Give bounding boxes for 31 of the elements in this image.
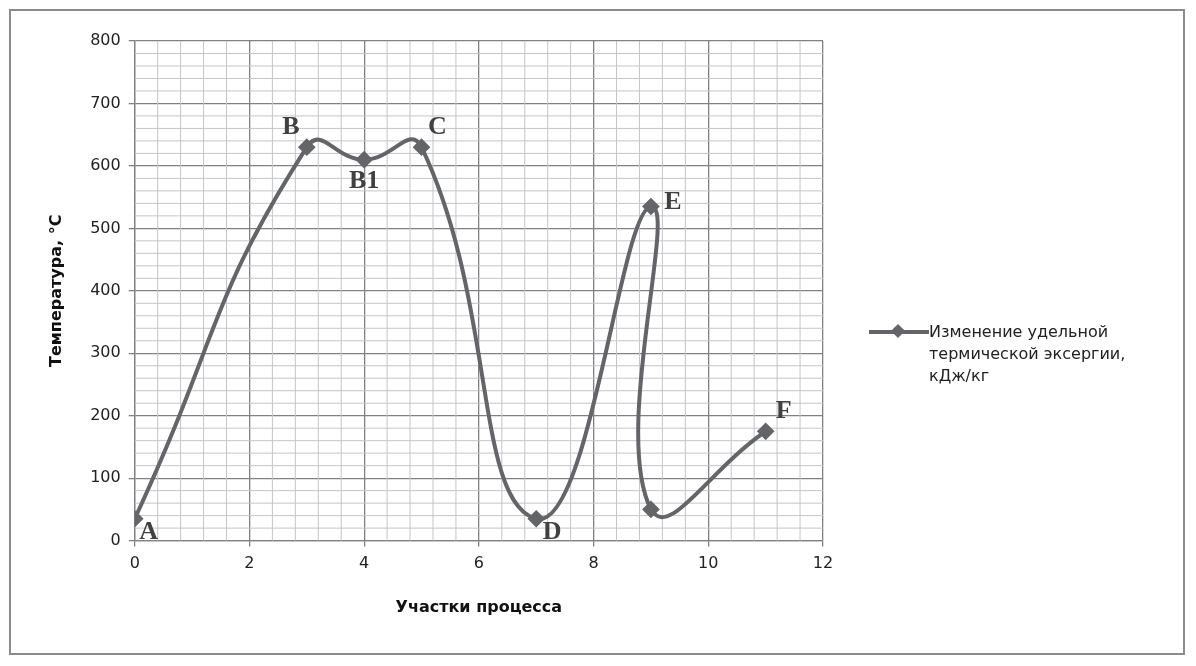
x-tick-label: 12 bbox=[812, 553, 834, 573]
x-tick-label: 6 bbox=[473, 553, 484, 573]
x-tick-label: 2 bbox=[244, 553, 255, 573]
x-tick-label: 4 bbox=[359, 553, 370, 573]
point bbox=[642, 501, 659, 518]
legend-label: Изменение удельной термической эксергии, кДж/кг bbox=[929, 321, 1127, 387]
point bbox=[642, 198, 659, 215]
x-tick-label: 0 bbox=[129, 553, 140, 573]
y-tick-label: 500 bbox=[90, 217, 121, 237]
point bbox=[356, 151, 373, 168]
y-tick-label: 200 bbox=[90, 404, 121, 424]
y-tick-label: 400 bbox=[90, 279, 121, 299]
x-tick-label: 10 bbox=[698, 553, 719, 573]
annotation: D bbox=[542, 516, 562, 546]
y-tick-label: 0 bbox=[110, 529, 121, 549]
y-tick-label: 600 bbox=[90, 155, 121, 175]
point bbox=[413, 139, 430, 156]
y-tick-label: 100 bbox=[90, 467, 121, 487]
point bbox=[757, 423, 774, 440]
point bbox=[298, 139, 315, 156]
x-axis-title: Участки процесса bbox=[395, 596, 563, 616]
x-tick-label: 8 bbox=[588, 553, 599, 573]
point bbox=[528, 510, 545, 527]
annotation: C bbox=[428, 110, 447, 140]
y-tick-label: 800 bbox=[90, 30, 121, 50]
y-tick-label: 700 bbox=[90, 92, 121, 112]
y-axis-title: Температура, °C bbox=[45, 214, 65, 367]
annotation: E bbox=[664, 186, 682, 216]
y-tick-label: 300 bbox=[90, 342, 121, 362]
annotation: B bbox=[282, 110, 300, 140]
annotation: A bbox=[139, 516, 159, 546]
